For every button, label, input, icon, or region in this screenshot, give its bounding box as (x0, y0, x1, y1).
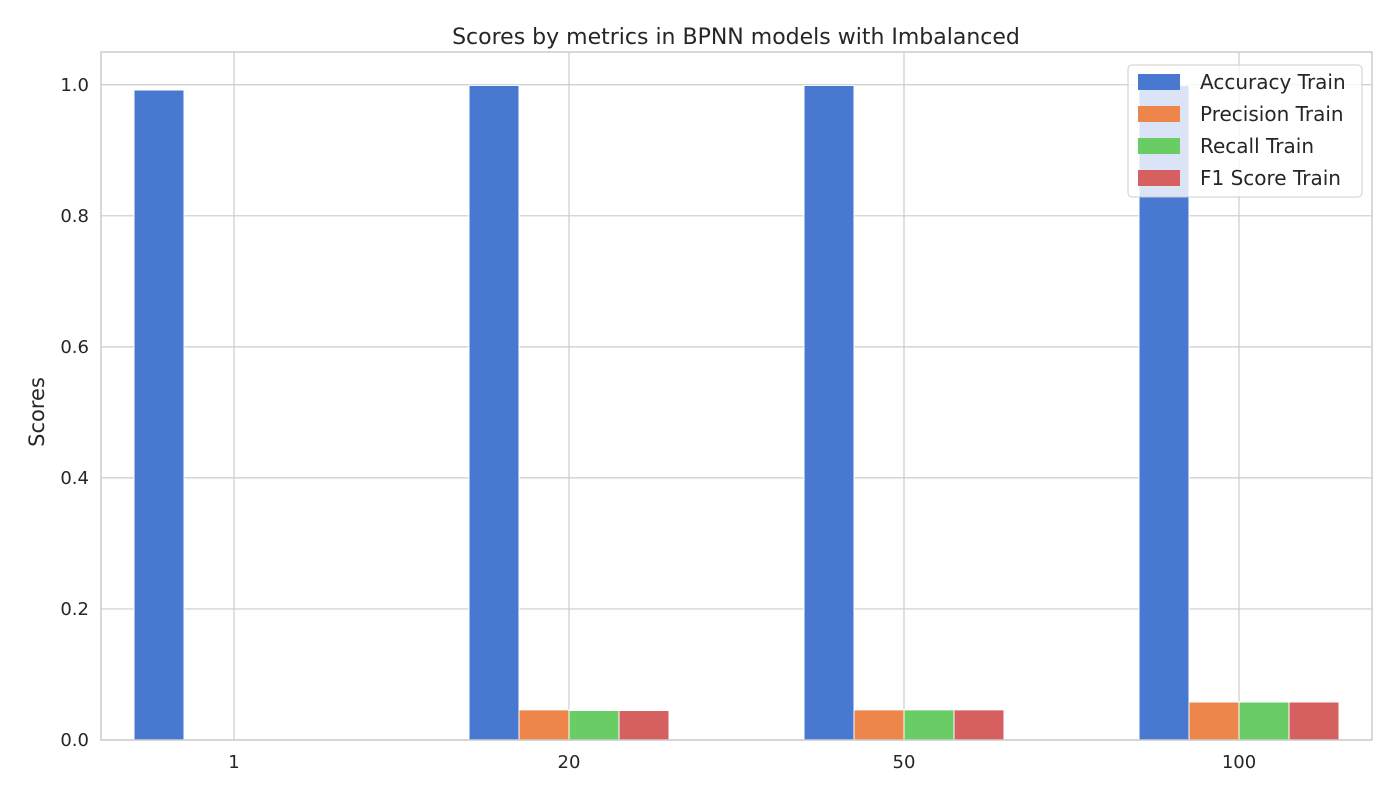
y-tick-label: 0.2 (60, 599, 89, 620)
y-axis-label: Scores (25, 377, 49, 447)
bar-f1-score-train-50 (953, 709, 1005, 741)
bar-f1-score-train-100 (1288, 701, 1340, 741)
chart-title: Scores by metrics in BPNN models with Im… (452, 25, 1020, 50)
x-tick-label: 100 (1222, 752, 1256, 773)
plot-frame (100, 51, 1373, 741)
bar-precision-train-20 (518, 709, 570, 741)
y-tick-label: 1.0 (60, 75, 89, 96)
x-tick-label: 1 (228, 752, 239, 773)
tick-labels: 0.0 0.2 0.4 0.6 0.8 1.0 1 20 50 100 (60, 75, 1256, 773)
legend-label: Precision Train (1200, 102, 1344, 126)
bar-recall-train-50 (903, 709, 955, 741)
legend-label: Recall Train (1200, 134, 1314, 158)
bar-precision-train-100 (1188, 701, 1240, 741)
bar-precision-train-50 (853, 709, 905, 741)
legend-swatch (1138, 74, 1180, 90)
y-tick-label: 0.0 (60, 730, 89, 751)
legend-label: F1 Score Train (1200, 166, 1341, 190)
y-tick-label: 0.4 (60, 468, 89, 489)
bar-accuracy-train-20 (468, 84, 520, 741)
y-tick-label: 0.6 (60, 337, 89, 358)
legend: Accuracy Train Precision Train Recall Trai… (1127, 64, 1363, 198)
bar-recall-train-20 (568, 710, 620, 741)
grid (101, 52, 1372, 741)
bar-accuracy-train-1 (133, 89, 185, 741)
legend-box (1127, 64, 1363, 198)
bar-accuracy-train-50 (803, 84, 855, 741)
legend-label: Accuracy Train (1200, 70, 1346, 94)
legend-swatch (1138, 138, 1180, 154)
legend-swatch (1138, 106, 1180, 122)
bar-recall-train-100 (1238, 701, 1290, 741)
legend-swatch (1138, 170, 1180, 186)
x-tick-label: 50 (893, 752, 916, 773)
x-tick-label: 20 (558, 752, 581, 773)
y-tick-label: 0.8 (60, 206, 89, 227)
bar-f1-score-train-20 (618, 710, 670, 741)
